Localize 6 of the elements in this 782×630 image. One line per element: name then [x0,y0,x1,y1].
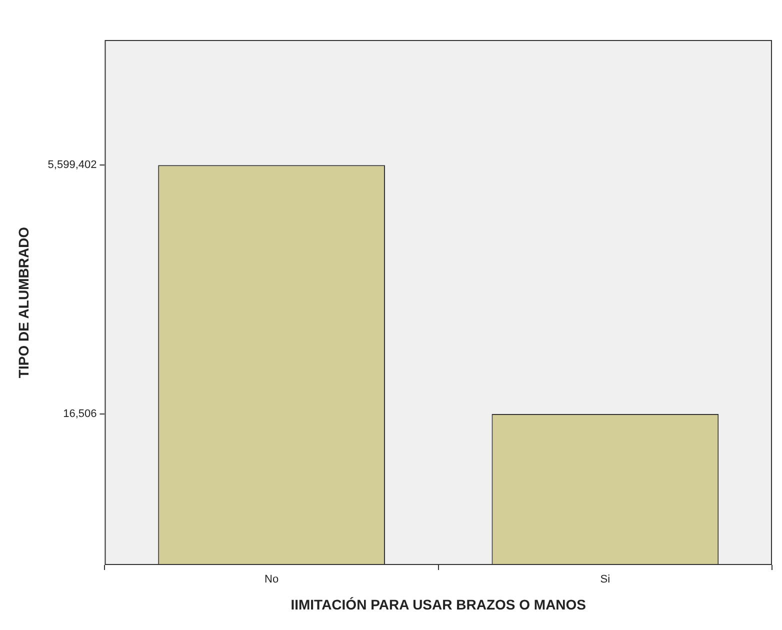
x-axis-title: IIMITACIÓN PARA USAR BRAZOS O MANOS [290,596,586,612]
y-axis-title: TIPO DE ALUMBRADO [15,226,32,378]
x-tick-label: Si [600,574,610,586]
y-tick-label: 5,599,402 [48,159,97,172]
y-tick-label: 16,506 [63,408,97,420]
x-tick-label: No [264,574,279,586]
